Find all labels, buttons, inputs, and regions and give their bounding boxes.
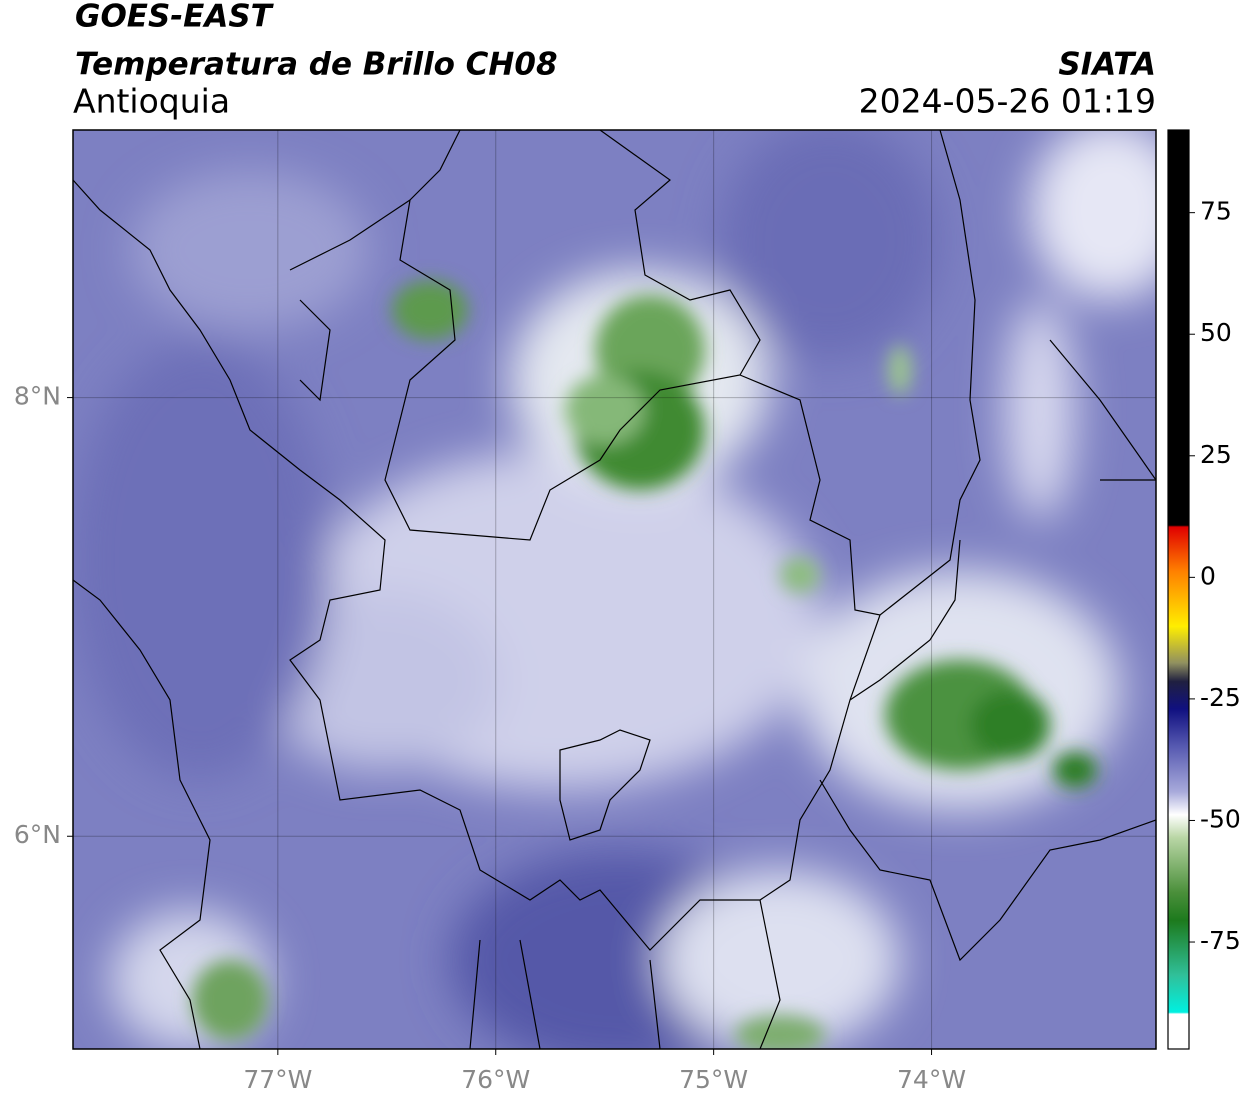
colorbar-tick-label: 50 <box>1200 318 1232 347</box>
lat-tick-label: 6°N <box>14 820 61 849</box>
colorbar-tick-label: 25 <box>1200 440 1232 469</box>
colorbar-tick-label: 75 <box>1200 197 1232 226</box>
lon-tick-label: 76°W <box>461 1065 530 1094</box>
colorbar-tick-label: -25 <box>1200 683 1241 712</box>
region-label: Antioquia <box>73 82 230 121</box>
colorbar-tick-label: 0 <box>1200 561 1216 590</box>
lon-tick-label: 75°W <box>679 1065 748 1094</box>
lon-tick-label: 77°W <box>243 1065 312 1094</box>
datetime-label: 2024-05-26 01:19 <box>859 82 1156 121</box>
map-frame <box>72 129 1157 1050</box>
lat-tick-label: 8°N <box>14 382 61 411</box>
grid <box>73 130 1156 1049</box>
lon-tick-label: 74°W <box>897 1065 966 1094</box>
colorbar-tick-label: -50 <box>1200 804 1241 833</box>
agency-label: SIATA <box>1058 47 1156 83</box>
product-title: Temperatura de Brillo CH08 <box>75 47 558 83</box>
boundaries <box>73 130 1156 1049</box>
satellite-title: GOES-EAST <box>75 0 275 35</box>
colorbar <box>1167 129 1190 1050</box>
satellite-image <box>73 130 1156 1049</box>
colorbar-tick-label: -75 <box>1200 926 1241 955</box>
